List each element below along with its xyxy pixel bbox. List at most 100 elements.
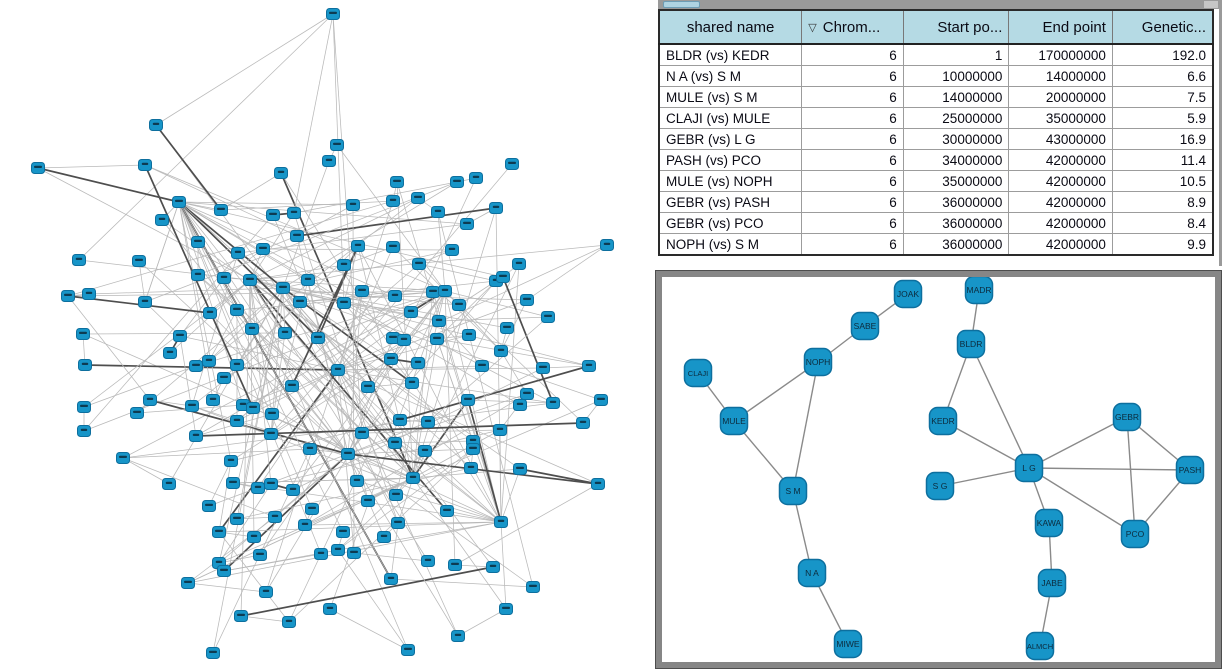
network-node-157[interactable] [323,603,337,615]
network-node-MADR[interactable]: MADR [964,277,994,305]
table-cell[interactable]: 11.4 [1111,149,1214,171]
network-node-126[interactable] [181,577,195,589]
table-cell[interactable]: 5.9 [1111,107,1214,129]
network-node-137[interactable] [418,445,432,457]
network-node-13[interactable] [346,199,360,211]
network-node-11[interactable] [322,155,336,167]
network-node-131[interactable] [303,443,317,455]
table-row-7[interactable]: GEBR (vs) PASH 6 36000000 42000000 8.9 [658,191,1214,213]
network-node-96[interactable] [520,388,534,400]
network-node-49[interactable] [245,323,259,335]
network-node-3[interactable] [138,159,152,171]
table-row-5[interactable]: PASH (vs) PCO 6 34000000 42000000 11.4 [658,149,1214,171]
network-node-90[interactable] [475,360,489,372]
network-node-46[interactable] [243,274,257,286]
network-node-5[interactable] [155,214,169,226]
table-cell[interactable]: 6 [801,170,904,192]
table-cell[interactable]: 6 [801,65,904,87]
table-row-9[interactable]: NOPH (vs) S M 6 36000000 42000000 9.9 [658,233,1214,256]
network-node-125[interactable] [314,548,328,560]
network-node-SABE[interactable]: SABE [850,311,880,341]
network-node-105[interactable] [493,424,507,436]
network-node-SG[interactable]: S G [925,471,955,501]
network-node-24[interactable] [61,290,75,302]
network-node-1[interactable] [149,119,163,131]
table-row-8[interactable]: GEBR (vs) PCO 6 36000000 42000000 8.4 [658,212,1214,234]
network-node-39[interactable] [202,355,216,367]
network-node-135[interactable] [406,472,420,484]
network-node-150[interactable] [448,559,462,571]
network-node-70[interactable] [426,286,440,298]
network-node-64[interactable] [386,241,400,253]
table-cell[interactable]: 6 [801,107,904,129]
network-node-8[interactable] [266,209,280,221]
network-node-139[interactable] [464,462,478,474]
table-cell[interactable]: 10.5 [1111,170,1214,192]
network-node-43[interactable] [231,247,245,259]
network-node-37[interactable] [163,347,177,359]
network-node-23[interactable] [72,254,86,266]
table-cell[interactable]: BLDR (vs) KEDR [658,43,803,66]
sort-icon[interactable]: ▽ [808,21,817,34]
network-node-68[interactable] [355,285,369,297]
network-node-120[interactable] [212,526,226,538]
table-cell[interactable]: 6 [801,149,904,171]
network-node-74[interactable] [452,299,466,311]
table-cell[interactable]: 7.5 [1111,86,1214,108]
network-node-91[interactable] [331,364,345,376]
network-node-62[interactable] [311,332,325,344]
network-node-12[interactable] [290,230,304,242]
network-node-MIWE[interactable]: MIWE [833,629,863,659]
network-node-28[interactable] [76,328,90,340]
table-cell[interactable]: 35000000 [902,170,1010,192]
network-node-MULE[interactable]: MULE [719,406,749,436]
table-cell[interactable]: MULE (vs) S M [658,86,803,108]
table-row-6[interactable]: MULE (vs) NOPH 6 35000000 42000000 10.5 [658,170,1214,192]
network-node-144[interactable] [391,517,405,529]
network-node-9[interactable] [287,207,301,219]
network-node-44[interactable] [256,243,270,255]
table-cell[interactable]: 20000000 [1008,86,1113,108]
table-cell[interactable]: 8.4 [1111,212,1214,234]
table-row-0[interactable]: BLDR (vs) KEDR 6 1 170000000 192.0 [658,43,1214,66]
network-node-106[interactable] [388,437,402,449]
network-node-124[interactable] [217,565,231,577]
network-node-17[interactable] [431,206,445,218]
network-node-93[interactable] [582,360,596,372]
network-node-143[interactable] [494,516,508,528]
network-node-122[interactable] [253,549,267,561]
network-node-138[interactable] [466,443,480,455]
network-node-27[interactable] [138,296,152,308]
network-node-89[interactable] [411,357,425,369]
table-cell[interactable]: 25000000 [902,107,1010,129]
network-node-CLAJI[interactable]: CLAJI [683,358,713,388]
network-node-6[interactable] [214,204,228,216]
network-node-81[interactable] [432,315,446,327]
network-node-110[interactable] [202,500,216,512]
network-node-69[interactable] [388,290,402,302]
table-cell[interactable]: 42000000 [1008,170,1113,192]
network-node-72[interactable] [337,297,351,309]
table-cell[interactable]: 14000000 [1008,65,1113,87]
network-node-GEBR[interactable]: GEBR [1112,402,1142,432]
table-cell[interactable]: 42000000 [1008,191,1113,213]
table-cell[interactable]: CLAJI (vs) MULE [658,107,803,129]
network-node-73[interactable] [404,306,418,318]
network-node-114[interactable] [264,478,278,490]
table-cell[interactable]: GEBR (vs) PASH [658,191,803,213]
table-cell[interactable]: 1 [902,43,1010,66]
network-node-155[interactable] [451,630,465,642]
network-node-42[interactable] [185,400,199,412]
network-node-55[interactable] [236,399,250,411]
table-cell[interactable]: 6.6 [1111,65,1214,87]
table-cell[interactable]: 36000000 [902,233,1010,256]
network-node-92[interactable] [536,362,550,374]
network-node-32[interactable] [130,407,144,419]
network-node-56[interactable] [246,402,260,414]
table-cell[interactable]: PASH (vs) PCO [658,149,803,171]
network-node-133[interactable] [350,475,364,487]
network-node-21[interactable] [489,202,503,214]
network-node-PCO[interactable]: PCO [1120,519,1150,549]
network-node-85[interactable] [462,329,476,341]
network-node-88[interactable] [384,353,398,365]
